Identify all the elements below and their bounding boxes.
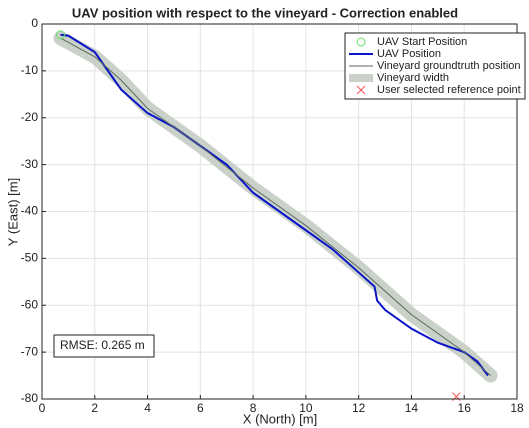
annotation-box bbox=[53, 334, 155, 358]
y-tick-label: -20 bbox=[21, 110, 39, 124]
legend-swatch bbox=[356, 37, 366, 47]
y-tick-label: -80 bbox=[21, 391, 39, 405]
series-line bbox=[60, 33, 489, 377]
x-tick-label: 12 bbox=[352, 401, 366, 415]
legend-label: Vineyard groundtruth position bbox=[377, 60, 521, 72]
legend-label: UAV Start Position bbox=[377, 36, 467, 48]
x-tick-label: 0 bbox=[39, 401, 46, 415]
legend-swatch bbox=[356, 85, 366, 95]
x-tick-label: 16 bbox=[458, 401, 472, 415]
y-tick-label: -10 bbox=[21, 63, 39, 77]
y-tick-label: -60 bbox=[21, 297, 39, 311]
legend-box bbox=[344, 32, 526, 100]
series-line bbox=[60, 37, 491, 376]
y-tick-label: -50 bbox=[21, 251, 39, 265]
x-tick-label: 8 bbox=[250, 401, 257, 415]
legend-swatch bbox=[349, 74, 373, 82]
x-tick-label: 6 bbox=[197, 401, 204, 415]
y-tick-label: -70 bbox=[21, 344, 39, 358]
annotation: RMSE: 0.265 m bbox=[60, 338, 145, 352]
legend-label: User selected reference point bbox=[377, 84, 521, 96]
x-tick-label: 18 bbox=[510, 401, 524, 415]
x-axis-label: X (North) [m] bbox=[243, 411, 317, 426]
legend-label: Vineyard width bbox=[377, 72, 449, 84]
chart-title: UAV position with respect to the vineyar… bbox=[72, 5, 458, 20]
y-tick-label: -30 bbox=[21, 157, 39, 171]
y-axis-label: Y (East) [m] bbox=[5, 178, 20, 246]
legend-label: UAV Position bbox=[377, 48, 441, 60]
x-tick-label: 10 bbox=[299, 401, 313, 415]
x-tick-label: 14 bbox=[405, 401, 419, 415]
plot-frame bbox=[41, 23, 518, 400]
point bbox=[55, 30, 65, 40]
x-tick-label: 2 bbox=[91, 401, 98, 415]
y-tick-label: 0 bbox=[31, 16, 38, 30]
y-tick-label: -40 bbox=[21, 204, 39, 218]
x-tick-label: 4 bbox=[144, 401, 151, 415]
